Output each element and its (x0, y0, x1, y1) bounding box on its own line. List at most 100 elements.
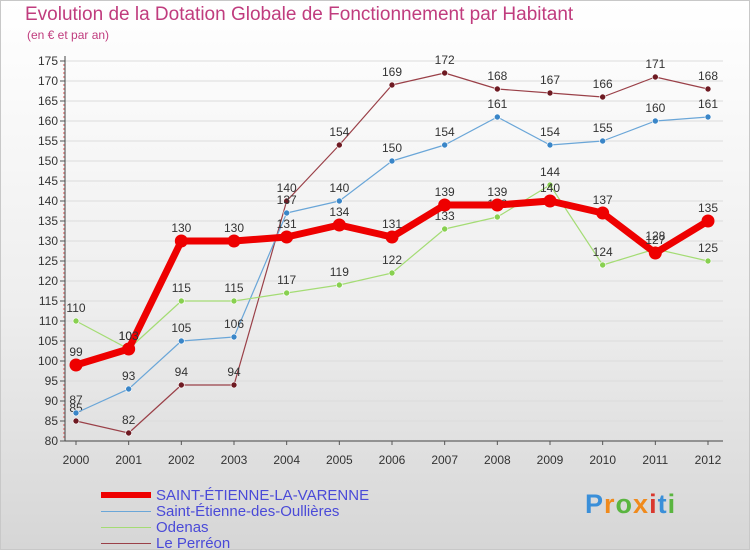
data-label: 99 (69, 345, 83, 359)
x-tick-label: 2004 (273, 453, 300, 467)
data-label: 87 (69, 393, 83, 407)
y-tick-label: 170 (38, 74, 58, 88)
data-point (704, 113, 712, 121)
x-tick-label: 2012 (695, 453, 722, 467)
data-point (599, 137, 606, 145)
data-label: 125 (698, 241, 718, 255)
data-point (441, 69, 448, 77)
y-tick-label: 135 (38, 214, 58, 228)
data-label: 169 (382, 65, 402, 79)
y-tick-label: 130 (38, 234, 58, 248)
data-label: 144 (540, 165, 560, 179)
data-label: 131 (382, 217, 402, 231)
data-point (494, 113, 501, 121)
y-tick-label: 80 (45, 434, 59, 448)
data-label: 154 (540, 125, 560, 139)
y-tick-label: 105 (38, 334, 58, 348)
data-label: 94 (227, 365, 241, 379)
x-tick-label: 2006 (379, 453, 406, 467)
data-label: 160 (645, 101, 665, 115)
data-point (648, 246, 662, 260)
logo-letter: x (633, 489, 650, 519)
data-point (283, 197, 290, 205)
data-point (546, 181, 554, 189)
data-label: 154 (435, 125, 455, 139)
data-point (704, 85, 712, 93)
data-label: 115 (224, 281, 243, 295)
y-tick-label: 165 (38, 94, 58, 108)
y-tick-label: 95 (45, 374, 59, 388)
data-point (490, 198, 504, 212)
chart-subtitle: (en € et par an) (27, 28, 110, 42)
data-label: 130 (171, 221, 191, 235)
y-tick-label: 110 (39, 314, 58, 328)
legend-label: Le Perréon (156, 535, 231, 552)
data-point (388, 269, 396, 277)
x-tick-label: 2000 (63, 453, 90, 467)
data-label: 139 (435, 185, 455, 199)
data-point (336, 141, 343, 149)
logo-letter: o (615, 489, 634, 519)
data-label: 122 (382, 253, 402, 267)
x-tick-label: 2001 (115, 453, 142, 467)
data-label: 94 (175, 365, 189, 379)
data-label: 172 (435, 53, 455, 67)
data-label: 150 (382, 141, 402, 155)
data-point (72, 417, 80, 425)
data-label: 155 (593, 121, 613, 135)
data-point (178, 337, 185, 345)
data-label: 124 (593, 245, 613, 259)
data-label: 166 (593, 77, 613, 91)
legend-swatch (101, 543, 151, 544)
data-label: 140 (329, 181, 349, 195)
data-point (332, 218, 346, 232)
legend-label: Odenas (156, 519, 209, 536)
data-point (230, 297, 238, 305)
data-label: 140 (540, 181, 560, 195)
logo-letter: i (667, 489, 677, 519)
series-odenas: 110103115115117119122133136144124128125 (66, 165, 718, 353)
proxiti-logo: Proxiti (585, 489, 676, 520)
data-label: 93 (122, 369, 136, 383)
data-point (596, 206, 610, 220)
logo-letter: i (649, 489, 658, 519)
x-tick-label: 2002 (168, 453, 195, 467)
y-tick-label: 155 (38, 134, 58, 148)
data-point (701, 214, 715, 228)
chart-title: Evolution de la Dotation Globale de Fonc… (25, 4, 574, 25)
y-tick-label: 85 (45, 414, 59, 428)
data-label: 161 (698, 97, 718, 111)
data-label: 128 (645, 229, 665, 243)
data-label: 103 (119, 329, 139, 343)
legend-swatch (101, 511, 151, 512)
data-point (72, 317, 80, 325)
x-tick-label: 2003 (221, 453, 248, 467)
data-label: 137 (277, 193, 297, 207)
data-point (283, 289, 290, 297)
data-label: 171 (645, 57, 665, 71)
y-tick-label: 150 (38, 154, 58, 168)
data-label: 140 (277, 181, 297, 195)
data-label: 115 (172, 281, 191, 295)
data-point (283, 209, 290, 217)
data-point (125, 429, 132, 437)
legend-swatch (101, 527, 151, 528)
data-point (494, 213, 501, 221)
data-point (546, 141, 554, 149)
data-point (230, 381, 238, 389)
data-label: 127 (645, 233, 665, 247)
data-point (174, 234, 188, 248)
data-label: 110 (66, 301, 85, 315)
x-tick-label: 2010 (589, 453, 616, 467)
data-point (230, 333, 238, 341)
data-point (652, 73, 659, 81)
logo-letter: t (657, 489, 668, 519)
data-point (178, 381, 185, 389)
data-label: 119 (330, 265, 349, 279)
data-point (438, 198, 452, 212)
data-point (280, 230, 294, 244)
data-point (494, 85, 501, 93)
data-point (652, 117, 659, 125)
